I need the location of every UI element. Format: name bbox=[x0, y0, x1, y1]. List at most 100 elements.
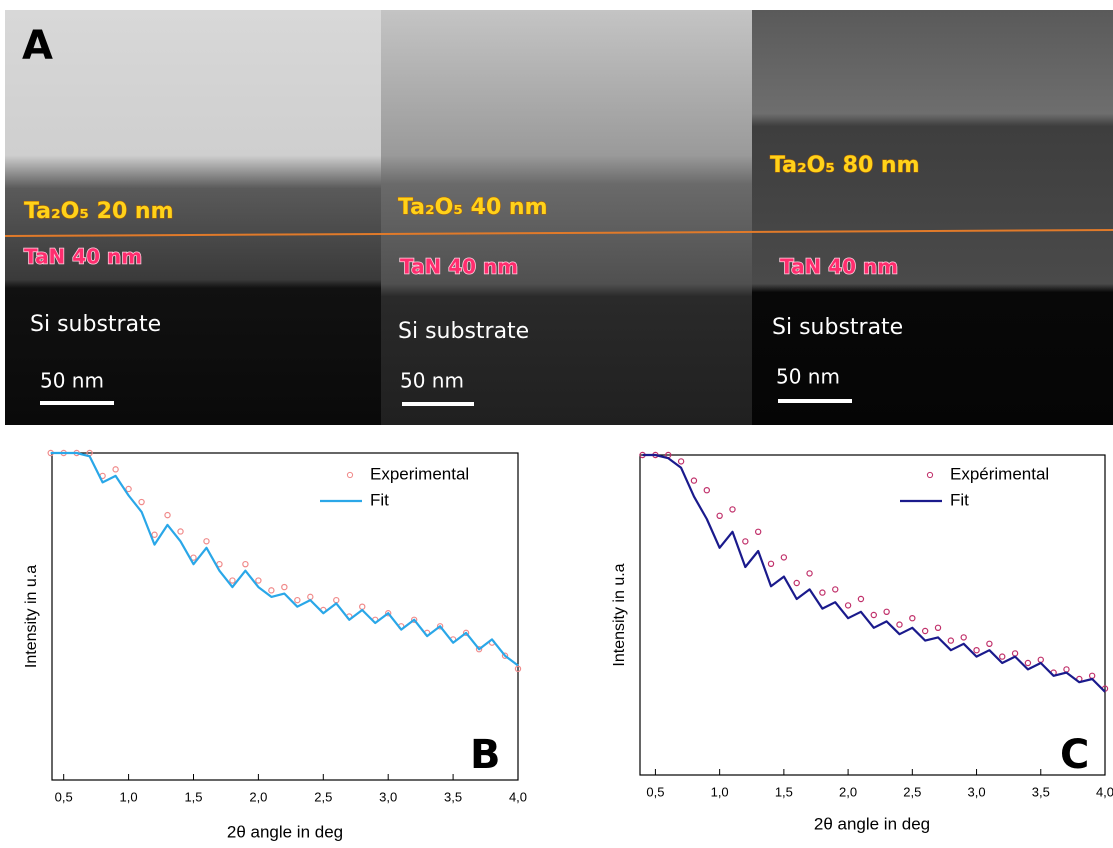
x-tick-label: 3,0 bbox=[968, 784, 986, 799]
data-point bbox=[870, 611, 877, 619]
plot-frame bbox=[639, 454, 1106, 776]
data-point bbox=[754, 528, 762, 536]
y-axis-label: Intensity in u.a bbox=[611, 563, 628, 666]
data-point bbox=[501, 652, 509, 659]
data-point bbox=[1037, 656, 1044, 664]
x-tick-label: 0,5 bbox=[55, 789, 73, 804]
x-tick-label: 1,5 bbox=[775, 784, 793, 799]
x-tick-label: 3,5 bbox=[444, 789, 462, 804]
layer-label: Ta₂O₅ 40 nm bbox=[398, 195, 548, 220]
sem-image bbox=[5, 10, 382, 425]
data-point bbox=[294, 596, 301, 604]
data-point bbox=[909, 615, 916, 622]
data-point bbox=[229, 577, 236, 584]
layer-label: Ta₂O₅ 80 nm bbox=[770, 153, 920, 178]
data-point bbox=[255, 577, 262, 584]
layer-label: TaN 40 nm bbox=[400, 255, 518, 279]
data-point bbox=[986, 640, 993, 648]
legend-label: Experimental bbox=[370, 464, 469, 483]
interface-line bbox=[4, 229, 1113, 237]
data-point bbox=[921, 627, 929, 635]
data-point bbox=[177, 528, 184, 535]
fit-line bbox=[50, 451, 519, 667]
data-point bbox=[436, 623, 444, 630]
data-point bbox=[1063, 666, 1070, 673]
data-point bbox=[742, 538, 749, 545]
legend-label: Fit bbox=[370, 490, 389, 509]
x-tick-label: 2,5 bbox=[903, 784, 921, 799]
data-point bbox=[729, 506, 736, 513]
sem-image bbox=[381, 10, 753, 425]
data-point bbox=[475, 646, 483, 653]
x-tick-label: 2,5 bbox=[314, 789, 332, 804]
data-point bbox=[410, 616, 418, 623]
data-point bbox=[716, 512, 723, 520]
data-point bbox=[883, 608, 890, 616]
panel-label: A bbox=[22, 23, 53, 69]
data-point bbox=[690, 477, 698, 484]
data-point bbox=[384, 610, 392, 617]
legend-label: Fit bbox=[950, 490, 969, 509]
data-point bbox=[1011, 650, 1019, 657]
data-point bbox=[1088, 672, 1096, 680]
data-point bbox=[767, 560, 775, 568]
data-point bbox=[281, 583, 288, 591]
x-tick-label: 1,5 bbox=[184, 789, 202, 804]
data-point bbox=[242, 560, 249, 568]
layer-label: Si substrate bbox=[772, 315, 903, 340]
scale-bar-label: 50 nm bbox=[776, 365, 840, 389]
layer-label: Si substrate bbox=[398, 319, 529, 344]
data-point bbox=[793, 579, 800, 587]
fit-line bbox=[642, 453, 1106, 693]
data-point bbox=[999, 653, 1006, 660]
data-point bbox=[896, 621, 903, 628]
scale-bar-label: 50 nm bbox=[400, 369, 464, 393]
data-point bbox=[462, 629, 470, 637]
data-point bbox=[164, 511, 171, 519]
plot-frame bbox=[51, 452, 519, 781]
data-point bbox=[857, 595, 865, 603]
data-point bbox=[112, 466, 119, 473]
scale-bar bbox=[40, 401, 114, 405]
x-tick-label: 3,5 bbox=[1032, 784, 1050, 799]
data-point bbox=[203, 538, 210, 545]
data-point bbox=[973, 647, 980, 654]
data-point bbox=[677, 458, 685, 465]
x-tick-label: 4,0 bbox=[1096, 784, 1113, 799]
sem-image bbox=[752, 10, 1113, 425]
layer-label: TaN 40 nm bbox=[24, 245, 142, 269]
data-point bbox=[125, 485, 132, 493]
x-tick-label: 2,0 bbox=[249, 789, 267, 804]
x-tick-label: 2,0 bbox=[839, 784, 857, 799]
data-point bbox=[138, 498, 145, 506]
layer-label: Si substrate bbox=[30, 312, 161, 337]
data-point bbox=[359, 603, 366, 610]
data-point bbox=[832, 586, 839, 593]
x-tick-label: 1,0 bbox=[711, 784, 729, 799]
legend-marker bbox=[346, 471, 354, 479]
data-point bbox=[960, 634, 967, 641]
layer-label: TaN 40 nm bbox=[780, 255, 898, 279]
x-tick-label: 1,0 bbox=[120, 789, 138, 804]
y-axis-label: Intensity in u.a bbox=[23, 565, 40, 668]
legend-label: Expérimental bbox=[950, 464, 1049, 483]
legend-marker bbox=[926, 471, 934, 479]
panel-label: C bbox=[1060, 732, 1089, 778]
x-axis-label: 2θ angle in deg bbox=[227, 822, 343, 841]
x-axis-label: 2θ angle in deg bbox=[814, 814, 930, 833]
x-tick-label: 3,0 bbox=[379, 789, 397, 804]
x-tick-label: 4,0 bbox=[509, 789, 527, 804]
scale-bar bbox=[778, 399, 852, 403]
data-point bbox=[307, 593, 314, 601]
data-point bbox=[934, 624, 942, 632]
data-point bbox=[333, 596, 340, 604]
data-point bbox=[151, 531, 158, 538]
data-point bbox=[844, 602, 852, 609]
data-point bbox=[703, 487, 710, 494]
data-point bbox=[514, 665, 522, 673]
data-point bbox=[780, 554, 788, 561]
panel-label: B bbox=[470, 732, 501, 778]
scale-bar-label: 50 nm bbox=[40, 369, 104, 393]
data-point bbox=[806, 570, 813, 577]
